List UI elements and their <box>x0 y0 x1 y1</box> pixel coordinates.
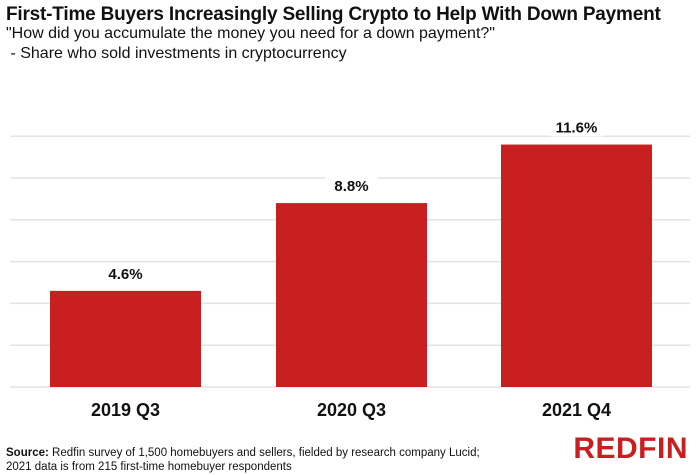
source-text-line-2: 2021 data is from 215 first-time homebuy… <box>6 461 292 473</box>
source-text: Redfin survey of 1,500 homebuyers and se… <box>48 447 480 459</box>
data-label-background <box>325 175 378 196</box>
chart-subtitle-line-1: "How did you accumulate the money you ne… <box>6 25 495 42</box>
redfin-logo: REDFIN <box>573 432 688 465</box>
data-label-background <box>550 116 603 137</box>
data-label-background <box>99 262 152 283</box>
x-tick-label: 2019 Q3 <box>91 400 160 420</box>
data-label: 4.6% <box>108 266 142 283</box>
data-label: 8.8% <box>334 178 368 195</box>
bar <box>276 203 427 387</box>
source-note: Source: Redfin survey of 1,500 homebuyer… <box>6 446 480 474</box>
bar <box>501 144 652 387</box>
source-label: Source: <box>6 447 49 459</box>
chart-subtitle-line-2: - Share who sold investments in cryptocu… <box>6 45 347 62</box>
x-tick-label: 2021 Q4 <box>542 400 611 420</box>
bar <box>50 290 201 387</box>
data-label: 11.6% <box>556 120 598 137</box>
chart-title: First-Time Buyers Increasingly Selling C… <box>6 4 661 25</box>
x-tick-label: 2020 Q3 <box>317 400 386 420</box>
